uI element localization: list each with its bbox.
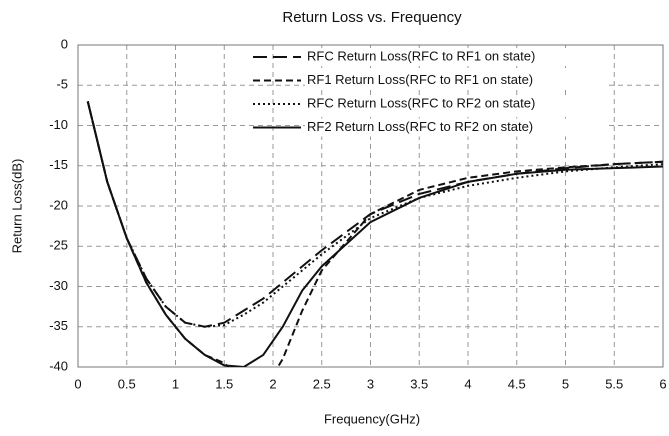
x-tick-label: 1.5 (215, 376, 233, 391)
plot-border (77, 44, 664, 368)
y-axis-label: Return Loss(dB) (9, 159, 24, 254)
y-tick-label: -30 (49, 278, 68, 293)
y-tick-label: -15 (49, 157, 68, 172)
y-tick-label: -10 (49, 117, 68, 132)
legend-label: RFC Return Loss(RFC to RF1 on state) (307, 48, 535, 63)
x-tick-label: 4.5 (508, 376, 526, 391)
y-tick-label: -35 (49, 318, 68, 333)
y-tick-label: -20 (49, 197, 68, 212)
x-tick-label: 2 (269, 376, 276, 391)
x-tick-label: 6 (659, 376, 666, 391)
y-tick-label: -40 (49, 358, 68, 373)
legend-label: RFC Return Loss(RFC to RF2 on state) (307, 95, 535, 110)
y-tick-label: -25 (49, 238, 68, 253)
x-tick-label: 2.5 (313, 376, 331, 391)
legend-label: RF2 Return Loss(RFC to RF2 on state) (307, 119, 533, 134)
legend-bg (305, 48, 605, 66)
series-line (86, 101, 663, 367)
chart-title: Return Loss vs. Frequency (282, 9, 462, 26)
y-tick-label: -5 (56, 77, 68, 92)
legend-bg (305, 71, 605, 90)
x-tick-label: 5 (562, 376, 569, 391)
x-tick-label: 0 (74, 376, 81, 391)
series-line (86, 101, 663, 367)
legend-bg (305, 118, 605, 137)
legend-bg (305, 95, 605, 113)
x-tick-label: 3 (367, 376, 374, 391)
x-axis-label: Frequency(GHz) (324, 411, 420, 426)
x-tick-label: 4 (464, 376, 471, 391)
legend-label: RF1 Return Loss(RFC to RF1 on state) (307, 72, 533, 87)
x-tick-label: 1 (172, 376, 179, 391)
x-tick-label: 5.5 (605, 376, 623, 391)
x-tick-label: 0.5 (118, 376, 136, 391)
y-tick-label: 0 (61, 36, 68, 51)
x-tick-label: 3.5 (410, 376, 428, 391)
